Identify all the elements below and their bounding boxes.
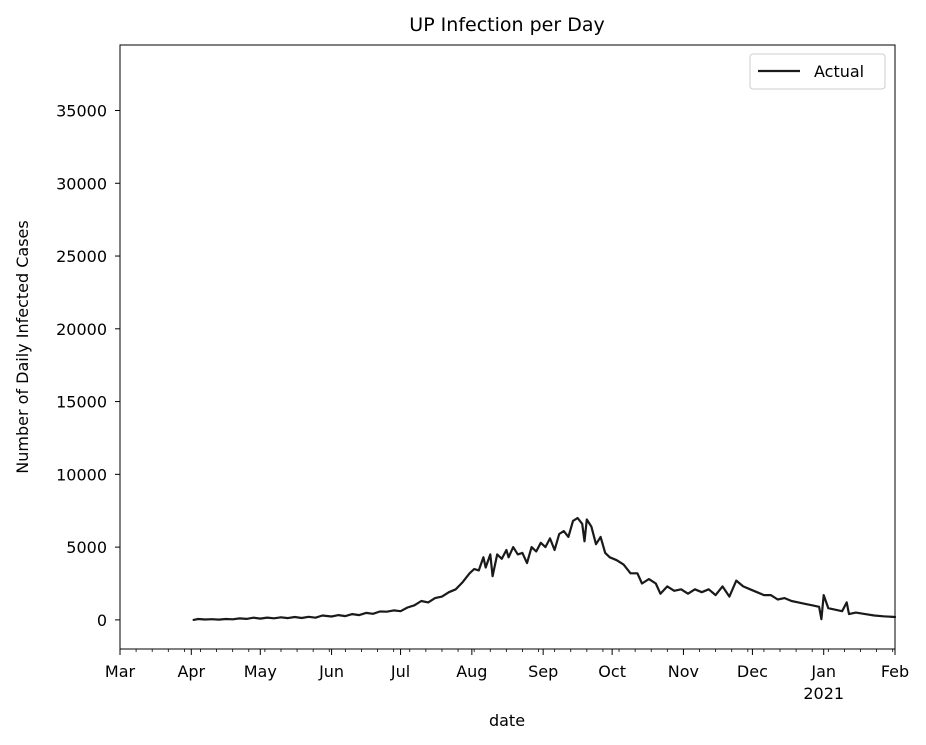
x-tick-sublabel: 2021 — [803, 684, 844, 703]
y-tick-label: 5000 — [66, 538, 107, 557]
x-tick-label: Sep — [528, 662, 558, 681]
y-tick-label: 0 — [97, 611, 107, 630]
x-tick-label: Dec — [737, 662, 768, 681]
y-tick-label: 30000 — [56, 174, 107, 193]
y-tick-label: 25000 — [56, 247, 107, 266]
series-line-actual — [192, 516, 897, 621]
x-axis-ticks: Mar Apr May Jun Jul Aug Sep Oct Nov Dec Jan 2021 Feb — [105, 649, 909, 703]
y-axis-label: Number of Daily Infected Cases — [13, 220, 32, 473]
x-tick-label: Nov — [668, 662, 699, 681]
x-tick-label: Feb — [881, 662, 909, 681]
x-tick-label: Mar — [105, 662, 136, 681]
x-axis-label: date — [489, 711, 525, 730]
plot-frame — [119, 44, 896, 650]
x-tick-label: Jul — [390, 662, 410, 681]
y-tick-label: 20000 — [56, 320, 107, 339]
chart-title: UP Infection per Day — [409, 14, 604, 36]
x-tick-label: Apr — [177, 662, 205, 681]
x-tick-label: Aug — [456, 662, 487, 681]
legend: Actual — [749, 53, 886, 90]
y-tick-label: 10000 — [56, 465, 107, 484]
legend-frame — [749, 53, 886, 90]
legend-label-actual: Actual — [814, 62, 864, 81]
x-tick-label: Oct — [598, 662, 626, 681]
x-tick-label: Jan — [810, 662, 836, 681]
y-tick-label: 15000 — [56, 393, 107, 412]
y-tick-label: 35000 — [56, 101, 107, 120]
x-tick-label: May — [244, 662, 277, 681]
y-axis-ticks: 0 5000 10000 15000 20000 25000 30000 35000 — [56, 101, 120, 630]
x-tick-label: Jun — [318, 662, 344, 681]
